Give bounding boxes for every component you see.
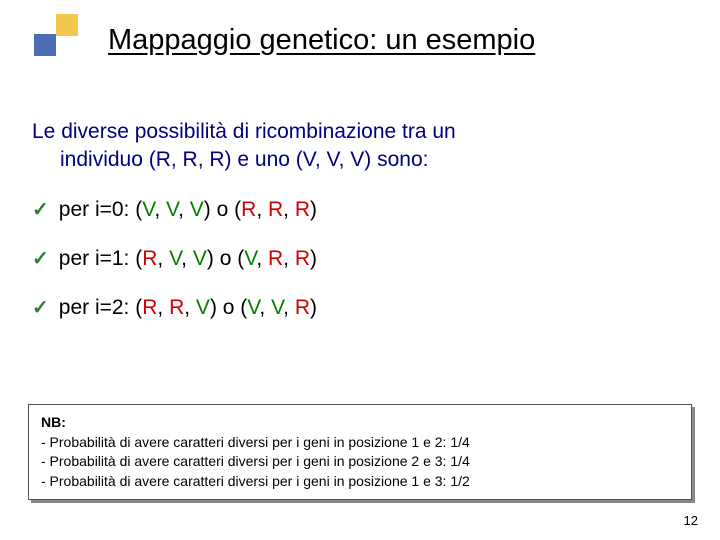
intro-line2: individuo (R, R, R) e uno (V, V, V) sono… xyxy=(32,148,428,171)
item-text: per i=0: (V, V, V) o (R, R, R) xyxy=(59,198,317,222)
note-line: - Probabilità di avere caratteri diversi… xyxy=(41,453,470,469)
decor-square-yellow xyxy=(56,14,78,36)
slide-title: Mappaggio genetico: un esempio xyxy=(108,24,668,57)
note-heading: NB: xyxy=(41,414,66,430)
note-box: NB: - Probabilità di avere caratteri div… xyxy=(28,404,692,500)
item-text: per i=2: (R, R, V) o (V, V, R) xyxy=(59,296,317,320)
note-line: - Probabilità di avere caratteri diversi… xyxy=(41,434,470,450)
check-icon: ✓ xyxy=(32,197,49,222)
title-wrap: Mappaggio genetico: un esempio xyxy=(108,24,668,57)
list-item: ✓ per i=1: (R, V, V) o (V, R, R) xyxy=(32,246,688,271)
check-icon: ✓ xyxy=(32,295,49,320)
intro-text: Le diverse possibilità di ricombinazione… xyxy=(32,118,688,175)
note-line: - Probabilità di avere caratteri diversi… xyxy=(41,473,470,489)
intro-line1: Le diverse possibilità di ricombinazione… xyxy=(32,120,456,143)
decor-square-blue xyxy=(34,34,56,56)
list-item: ✓ per i=2: (R, R, V) o (V, V, R) xyxy=(32,295,688,320)
page-number: 12 xyxy=(684,513,698,528)
item-text: per i=1: (R, V, V) o (V, R, R) xyxy=(59,247,317,271)
check-icon: ✓ xyxy=(32,246,49,271)
content-area: Le diverse possibilità di ricombinazione… xyxy=(32,118,688,344)
list-item: ✓ per i=0: (V, V, V) o (R, R, R) xyxy=(32,197,688,222)
